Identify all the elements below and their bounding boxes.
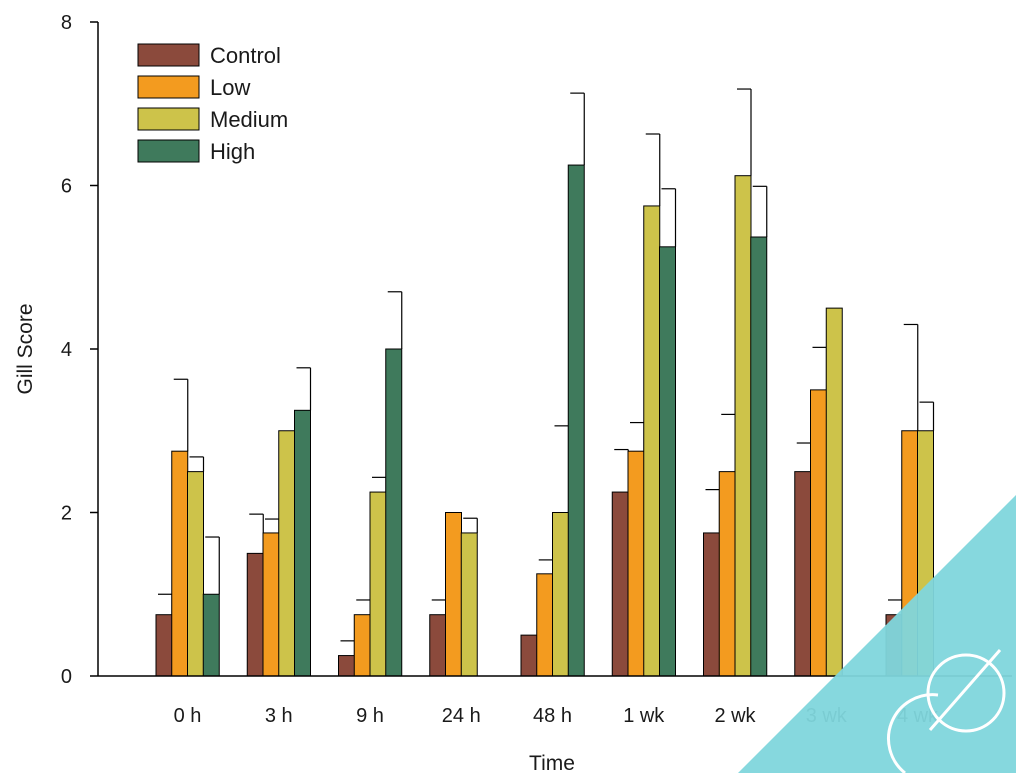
watermark-ring bbox=[926, 653, 1006, 733]
bar-medium-5 bbox=[643, 205, 661, 677]
y-axis-label: Gill Score bbox=[14, 303, 37, 394]
x-tick-label: 2 wk bbox=[714, 705, 756, 727]
bar-control-0 bbox=[155, 614, 173, 677]
watermark-logo bbox=[738, 495, 1016, 773]
x-tick-label: 48 h bbox=[533, 705, 572, 727]
bar-high-6 bbox=[750, 236, 768, 677]
y-tick-label: 4 bbox=[61, 339, 72, 361]
legend-label-high: High bbox=[210, 139, 255, 164]
bar-low-1 bbox=[262, 532, 280, 677]
legend: Control Low Medium High bbox=[137, 43, 288, 164]
bar-medium-1 bbox=[278, 430, 296, 677]
bar-high-1 bbox=[294, 409, 311, 677]
y-tick-label: 8 bbox=[61, 12, 72, 34]
bar-low-5 bbox=[627, 450, 645, 677]
x-tick-label: 24 h bbox=[442, 705, 481, 727]
x-tick-label: 9 h bbox=[356, 705, 384, 727]
bar-low-0 bbox=[171, 450, 189, 677]
y-tick-label: 6 bbox=[61, 176, 72, 198]
y-ticks: 0 2 4 6 8 bbox=[61, 12, 98, 688]
legend-swatch-high bbox=[137, 139, 200, 163]
bar-medium-4 bbox=[552, 512, 569, 677]
bar-low-6 bbox=[718, 471, 736, 677]
legend-swatch-control bbox=[137, 43, 200, 67]
bar-high-2 bbox=[385, 348, 403, 677]
bar-control-3 bbox=[429, 614, 447, 677]
y-tick-label: 2 bbox=[61, 503, 72, 525]
bar-low-4 bbox=[536, 573, 554, 677]
bar-medium-3 bbox=[460, 532, 478, 677]
legend-label-medium: Medium bbox=[210, 107, 288, 132]
bar-medium-6 bbox=[734, 175, 752, 677]
bar-control-1 bbox=[246, 552, 264, 677]
bar-medium-7 bbox=[825, 307, 843, 677]
plot-area bbox=[155, 88, 935, 677]
bar-control-2 bbox=[338, 655, 355, 677]
bar-low-7 bbox=[810, 389, 827, 677]
legend-label-low: Low bbox=[210, 75, 250, 100]
legend-swatch-low bbox=[137, 75, 200, 99]
bar-low-2 bbox=[353, 614, 371, 677]
bar-medium-2 bbox=[369, 491, 387, 677]
bar-control-4 bbox=[520, 634, 538, 677]
y-tick-label: 0 bbox=[61, 666, 72, 688]
x-tick-label: 1 wk bbox=[623, 705, 665, 727]
bar-high-5 bbox=[659, 246, 676, 677]
watermark-arc-left bbox=[887, 693, 939, 773]
x-axis-label: Time bbox=[529, 752, 575, 773]
watermark-stroke bbox=[928, 649, 1002, 731]
watermark-triangle bbox=[738, 495, 1016, 773]
bar-control-7 bbox=[794, 471, 812, 677]
bar-low-3 bbox=[445, 512, 462, 677]
legend-label-control: Control bbox=[210, 43, 281, 68]
bar-medium-0 bbox=[187, 471, 204, 677]
legend-swatch-medium bbox=[137, 107, 200, 131]
x-tick-label: 0 h bbox=[174, 705, 202, 727]
bar-high-0 bbox=[202, 593, 220, 677]
bar-high-4 bbox=[567, 164, 585, 677]
bar-control-6 bbox=[703, 532, 720, 677]
x-tick-label: 3 h bbox=[265, 705, 293, 727]
bar-control-5 bbox=[611, 491, 629, 677]
